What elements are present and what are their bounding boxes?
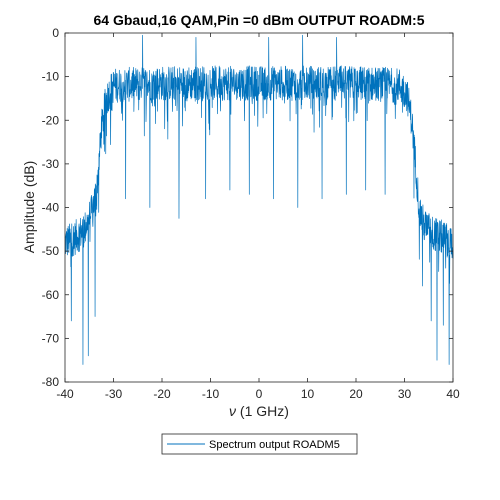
- x-axis-label-unit: (1 GHz): [236, 403, 289, 419]
- y-tick-label: -80: [42, 375, 60, 389]
- x-axis-label-symbol: ν: [229, 403, 236, 419]
- y-tick-label: -40: [42, 201, 60, 215]
- x-tick-label: -30: [105, 387, 123, 401]
- chart-title: 64 Gbaud,16 QAM,Pin =0 dBm OUTPUT ROADM:…: [94, 12, 425, 28]
- legend: Spectrum output ROADM5: [161, 433, 358, 455]
- y-tick-label: -50: [42, 244, 60, 258]
- legend-box: [161, 433, 358, 455]
- y-tick-label: -30: [42, 157, 60, 171]
- x-tick-label: -20: [153, 387, 171, 401]
- x-tick-label: -10: [202, 387, 220, 401]
- spectrum-series-line: [64, 34, 454, 365]
- x-axis-label: ν (1 GHz): [229, 403, 289, 419]
- x-tick-label: -40: [56, 387, 74, 401]
- y-tick-label: -60: [42, 288, 60, 302]
- x-tick-label: 40: [446, 387, 460, 401]
- spectrum-trace-path: [64, 34, 454, 365]
- x-tick-label: 10: [301, 387, 315, 401]
- y-tick-label: -70: [42, 331, 60, 345]
- y-axis-label: Amplitude (dB): [21, 161, 37, 254]
- y-tick-label: 0: [52, 26, 59, 40]
- y-axis-ticks: -80 -70 -60 -50 -40 -30 -20 -10 0: [42, 26, 453, 389]
- y-tick-label: -10: [42, 70, 60, 84]
- y-tick-label: -20: [42, 113, 60, 127]
- legend-entry-spectrum: Spectrum output ROADM5: [209, 439, 340, 451]
- x-tick-label: 0: [256, 387, 263, 401]
- x-tick-label: 30: [398, 387, 412, 401]
- x-tick-label: 20: [349, 387, 363, 401]
- x-axis-ticks: -40 -30 -20 -10 0 10 20 30 40: [56, 33, 460, 401]
